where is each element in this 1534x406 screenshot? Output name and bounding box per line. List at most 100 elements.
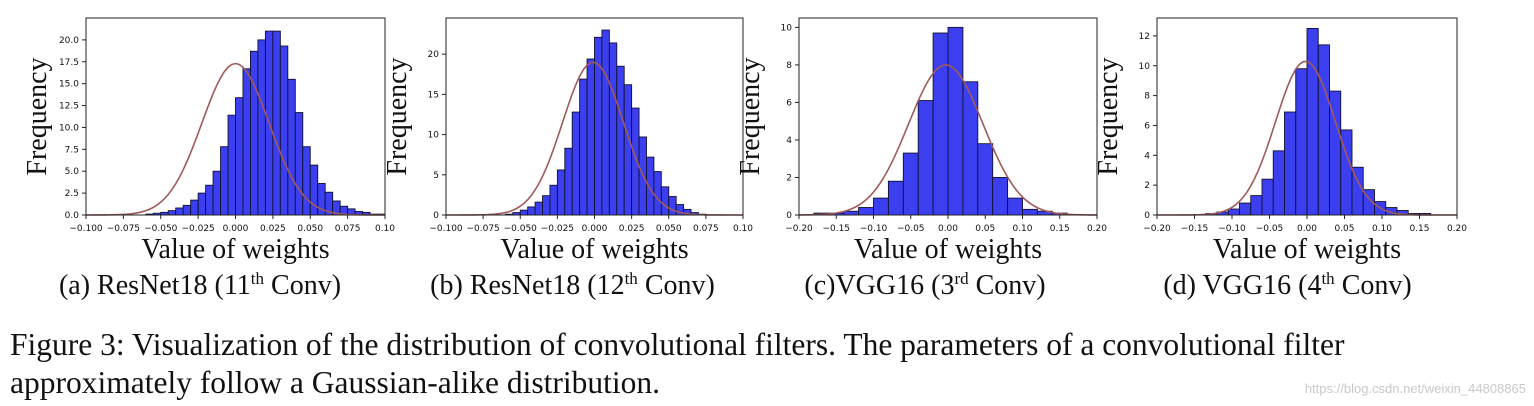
histogram-bar (1306, 28, 1319, 216)
x-tick-label: 0.000 (582, 224, 608, 234)
subcaption-prefix: (a) ResNet18 (11 (58, 270, 251, 301)
subcaption-prefix: (d) VGG16 (4 (1163, 270, 1322, 301)
y-tick-label: 10 (1139, 62, 1151, 72)
y-tick-label: 10 (428, 131, 440, 141)
histogram-bar (527, 206, 536, 216)
histogram-bar (227, 114, 236, 216)
subcaption-sup: th (250, 269, 265, 288)
histogram-bar (668, 196, 677, 216)
x-tick-label: 0.10 (1372, 224, 1392, 234)
x-tick-label: 0.05 (975, 224, 995, 234)
histogram-bar (549, 184, 558, 216)
gaussian-fit-curve (86, 62, 385, 216)
histogram-bar (205, 184, 214, 216)
histogram-bar (917, 100, 934, 216)
histogram-bar (175, 207, 184, 216)
x-tick-label: −0.05 (1256, 224, 1284, 234)
histogram-bar (646, 156, 655, 216)
histogram-bar (1227, 208, 1240, 216)
y-tick-label: 4 (786, 136, 792, 146)
x-tick-label: 0.10 (1012, 224, 1032, 234)
x-tick-label: −0.05 (897, 224, 925, 234)
histogram-bar (623, 84, 633, 216)
histogram-bar (242, 68, 251, 216)
subcaption-suffix: Conv) (1334, 270, 1412, 301)
y-tick-label: 20.0 (59, 36, 79, 46)
x-axis-label: Value of weights (854, 234, 1042, 265)
subcaption-prefix: (b) ResNet18 (12 (430, 270, 625, 301)
y-tick-label: 0 (433, 211, 439, 221)
y-tick-label: 0.0 (65, 211, 80, 221)
y-tick-label: 20 (428, 50, 440, 60)
histogram-d: −0.20 −0.15 −0.10 −0.05 0.00 0.05 0.10 0.15 0.20… (1093, 17, 1467, 265)
histogram-bar (257, 39, 266, 216)
x-tick-label: −0.050 (504, 224, 538, 234)
y-tick-label: 2 (786, 173, 792, 183)
x-tick-label: 0.10 (375, 224, 395, 234)
histogram-bar (542, 195, 551, 216)
x-tick-label: −0.025 (541, 224, 574, 234)
panel-b: −0.100 −0.075 −0.050 −0.025 0.000 0.025 0.050 0… (382, 0, 760, 312)
x-tick-label: 0.00 (1297, 224, 1317, 234)
y-tick-label: 0 (1144, 211, 1150, 221)
histogram-bar (249, 50, 259, 216)
histogram-bar (601, 29, 610, 216)
y-tick-label: 12.5 (59, 102, 79, 112)
histogram-bar (947, 26, 964, 216)
subcaption-sup: th (624, 269, 638, 288)
x-tick-label: 0.075 (335, 224, 361, 234)
y-tick-label: 6 (1144, 121, 1150, 131)
histogram-bar (902, 152, 919, 216)
panel-d: −0.20 −0.15 −0.10 −0.05 0.00 0.05 0.10 0.15 0.20… (1093, 0, 1470, 312)
histogram-bar (586, 58, 595, 216)
x-axis-label: Value of weights (500, 234, 688, 265)
histogram-bar (887, 180, 904, 216)
x-tick-label: −0.20 (785, 224, 813, 234)
histogram-bar (1272, 150, 1285, 216)
y-tick-label: 10 (781, 23, 793, 33)
histogram-bar (977, 143, 994, 216)
histogram-bar (1007, 197, 1023, 216)
histogram-bar (220, 146, 229, 216)
y-tick-label: 17.5 (59, 58, 79, 68)
histogram-bar (212, 170, 221, 216)
histogram-bar (843, 210, 860, 216)
histogram-bar (1239, 202, 1252, 216)
histogram-c: −0.20 −0.15 −0.10 −0.05 0.00 0.05 0.10 0.15 0.20… (735, 17, 1107, 265)
y-tick-label: 10.0 (59, 123, 79, 133)
subcaption-d: (d) VGG16 (4th Conv) (1105, 270, 1470, 302)
histogram-bar (608, 42, 618, 216)
x-tick-label: −0.100 (69, 224, 103, 234)
x-tick-label: 0.000 (223, 224, 249, 234)
y-tick-label: 5 (433, 171, 439, 181)
gaussian-fit-curve (446, 61, 743, 216)
x-tick-label: 0.050 (297, 224, 323, 234)
histogram-bar (287, 78, 296, 216)
gaussian-fit-curve (798, 64, 1098, 216)
histogram-bar (564, 147, 573, 216)
y-tick-label: 12 (1139, 32, 1150, 42)
histogram-bar (302, 146, 311, 216)
y-tick-label: 6 (786, 98, 792, 108)
histogram-bar (235, 97, 244, 216)
histogram-bar (571, 111, 581, 216)
histogram-bar (1022, 208, 1038, 216)
x-tick-label: 0.00 (938, 224, 958, 234)
histogram-bar (932, 32, 949, 216)
histogram-bar (992, 177, 1009, 216)
x-tick-label: −0.15 (822, 224, 850, 234)
histogram-bar (873, 197, 889, 216)
histogram-bar (1250, 195, 1263, 216)
histogram-bar (1295, 68, 1308, 216)
histogram-bar (616, 65, 625, 216)
x-tick-label: 0.025 (619, 224, 645, 234)
y-tick-label: 7.5 (65, 145, 79, 155)
x-tick-label: −0.15 (1181, 224, 1209, 234)
x-tick-label: 0.025 (260, 224, 286, 234)
panel-c: −0.20 −0.15 −0.10 −0.05 0.00 0.05 0.10 0.15 0.20… (735, 0, 1107, 312)
y-axis-label: Frequency (382, 57, 413, 175)
histogram-a: −0.100 −0.075 −0.050 −0.025 0.000 0.025 0.050 0… (22, 17, 395, 265)
x-tick-label: −0.050 (144, 224, 178, 234)
histogram-bar (197, 192, 207, 216)
x-axis-label: Value of weights (1213, 234, 1401, 265)
